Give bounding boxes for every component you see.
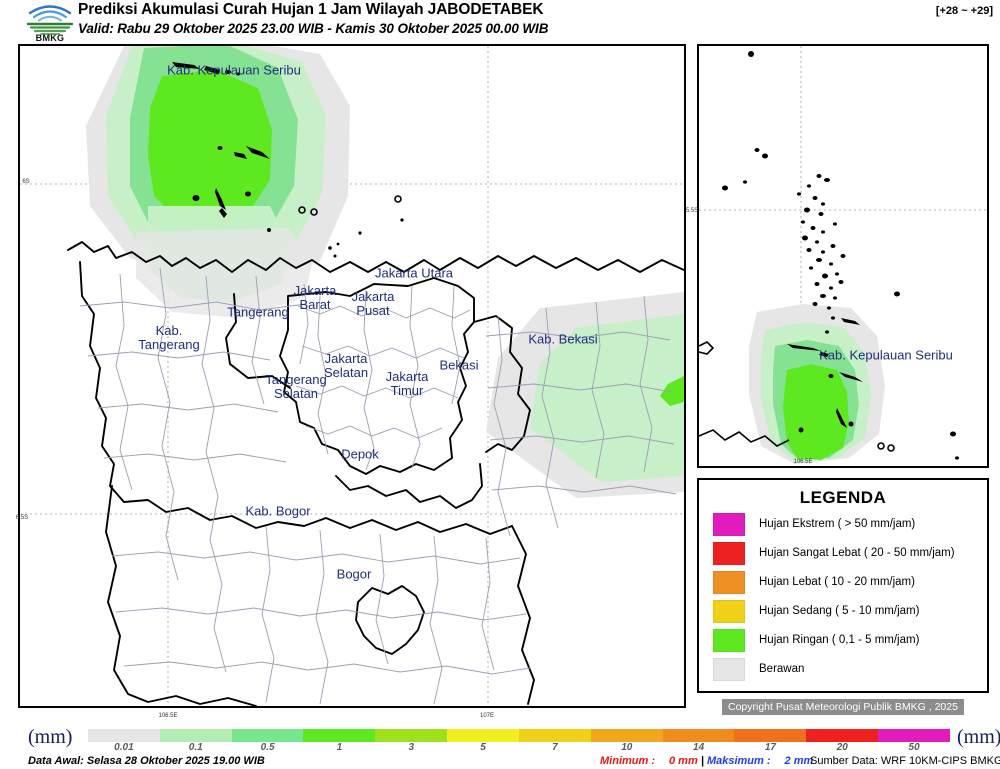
bmkg-logo-icon: BMKG xyxy=(24,1,76,43)
rain-light-core-north xyxy=(148,70,272,224)
colorbar-tick-1: 1 xyxy=(336,742,343,753)
legend-panel: LEGENDA Hujan Ekstrem ( > 50 mm/jam) Huja… xyxy=(697,478,989,693)
axis-tick-107e: 107E xyxy=(479,713,495,719)
kepulauan-seribu-islands xyxy=(172,62,404,258)
data-awal-text: Data Awal: Selasa 28 Oktober 2025 19.00 … xyxy=(28,755,265,767)
forecast-range-badge: [+28 ~ +29] xyxy=(935,5,993,17)
rain-light-core-east xyxy=(660,376,684,406)
province-boundaries xyxy=(67,241,684,706)
legend-swatch-berawan xyxy=(713,657,745,681)
colorbar-segment-0 xyxy=(88,729,160,742)
precipitation-overlay-east xyxy=(486,292,684,498)
main-map-canvas xyxy=(20,46,684,706)
bmkg-logo-label: BMKG xyxy=(35,33,65,43)
legend-item-hujan-sedang-5-10-mm-jam: Hujan Sedang ( 5 - 10 mm/jam) xyxy=(713,598,987,624)
maksimum-label: Maksimum : xyxy=(706,755,771,767)
legend-item-hujan-ekstrem-50-mm-jam: Hujan Ekstrem ( > 50 mm/jam) xyxy=(713,511,987,537)
minimum-value: 0 mm xyxy=(669,755,698,767)
colorbar-tick-0-1: 0.1 xyxy=(188,742,203,753)
colorbar-tick-5: 5 xyxy=(480,742,486,753)
colorbar-tick-0-01: 0.01 xyxy=(114,742,134,753)
inset-map-panel[interactable]: Kab. Kepulauan Seribu xyxy=(697,44,989,468)
colorbar-tick-labels: 0.01 0.1 0.5 1 3 5 7 10 14 17 20 50 xyxy=(88,742,950,755)
legend-label: Hujan Sedang ( 5 - 10 mm/jam) xyxy=(759,605,920,617)
legend-label: Hujan Ringan ( 0,1 - 5 mm/jam) xyxy=(759,634,920,646)
legend-title: LEGENDA xyxy=(799,488,887,507)
colorbar-tick-17: 17 xyxy=(764,742,776,753)
colorbar-segment-1 xyxy=(159,729,232,742)
min-max-readout: Minimum : 0 mm | Maksimum : 2 mm xyxy=(600,755,813,767)
legend-label: Berawan xyxy=(759,663,805,675)
colorbar-segment-3 xyxy=(303,729,376,742)
colorbar-unit-right: (mm) xyxy=(957,726,1000,748)
colorbar-segment-8 xyxy=(662,729,735,742)
legend-label: Hujan Ekstrem ( > 50 mm/jam) xyxy=(759,518,916,530)
legend-swatch-hujan-ekstrem-50-mm-jam xyxy=(713,512,745,536)
inset-map-canvas xyxy=(699,46,987,466)
legend-label: Hujan Sangat Lebat ( 20 - 50 mm/jam) xyxy=(759,547,955,559)
colorbar-tick-10: 10 xyxy=(621,742,633,753)
axis-tick-6s: 6S xyxy=(22,179,30,185)
legend-rows: Hujan Ekstrem ( > 50 mm/jam) Hujan Sangat… xyxy=(699,511,987,682)
inset-islands xyxy=(722,51,959,460)
colorbar-tick-20: 20 xyxy=(836,742,848,753)
colorbar-segment-9 xyxy=(734,729,807,742)
axis-tick-106-5e: 106.5E xyxy=(158,713,178,719)
colorbar-tick-7: 7 xyxy=(552,742,558,753)
colorbar-tick-14: 14 xyxy=(693,742,705,753)
axis-tick-5-5s: 5.5S xyxy=(685,208,699,214)
page-title: Prediksi Akumulasi Curah Hujan 1 Jam Wil… xyxy=(78,1,544,18)
axis-tick-6-5s: 6.5S xyxy=(15,515,29,521)
minimum-label: Minimum : xyxy=(600,755,655,767)
legend-swatch-hujan-sedang-5-10-mm-jam xyxy=(713,599,745,623)
colorbar[interactable] xyxy=(88,729,950,742)
legend-item-hujan-ringan-0-1-5-mm-jam: Hujan Ringan ( 0,1 - 5 mm/jam) xyxy=(713,627,987,653)
copyright-banner: Copyright Pusat Meteorologi Publik BMKG … xyxy=(722,699,964,715)
legend-item-berawan: Berawan xyxy=(713,656,987,682)
colorbar-segment-7 xyxy=(590,729,663,742)
legend-swatch-hujan-ringan-0-1-5-mm-jam xyxy=(713,628,745,652)
maksimum-value: 2 mm xyxy=(784,755,814,767)
colorbar-segment-6 xyxy=(518,729,591,742)
bmkg-logo-svg xyxy=(26,5,74,35)
colorbar-tick-50: 50 xyxy=(908,742,920,753)
minmax-separator: | xyxy=(700,755,704,767)
main-map-panel[interactable]: Kab. Kepulauan Seribu Kab. Tangerang Tanger… xyxy=(18,44,686,708)
page-header: BMKG Prediksi Akumulasi Curah Hujan 1 Ja… xyxy=(0,0,1000,43)
legend-item-hujan-sangat-lebat-20-50-mm-jam: Hujan Sangat Lebat ( 20 - 50 mm/jam) xyxy=(713,540,987,566)
colorbar-segment-2 xyxy=(231,729,304,742)
sumber-data-text: Sumber Data: WRF 10KM-CIPS BMKG xyxy=(810,755,1000,767)
colorbar-tick-3: 3 xyxy=(408,742,415,753)
precipitation-overlay-north xyxy=(86,46,350,318)
colorbar-segment-5 xyxy=(447,729,519,742)
legend-swatch-hujan-lebat-10-20-mm-jam xyxy=(713,570,745,594)
inset-coastline xyxy=(699,341,790,447)
colorbar-segment-4 xyxy=(375,729,448,742)
berawan-lobe-south xyxy=(136,228,312,318)
legend-item-hujan-lebat-10-20-mm-jam: Hujan Lebat ( 10 - 20 mm/jam) xyxy=(713,569,987,595)
colorbar-segment-10 xyxy=(806,729,879,742)
colorbar-tick-0-5: 0.5 xyxy=(260,742,275,753)
axis-tick-106-5e: 106.5E xyxy=(793,459,813,465)
legend-swatch-hujan-sangat-lebat-20-50-mm-jam xyxy=(713,541,745,565)
legend-label: Hujan Lebat ( 10 - 20 mm/jam) xyxy=(759,576,915,588)
valid-period-subtitle: Valid: Rabu 29 Oktober 2025 23.00 WIB - … xyxy=(78,21,549,36)
inset-rain-light-core xyxy=(783,364,849,460)
colorbar-segment-11 xyxy=(878,729,950,742)
colorbar-unit-left: (mm) xyxy=(28,726,73,748)
district-boundaries xyxy=(79,267,677,705)
